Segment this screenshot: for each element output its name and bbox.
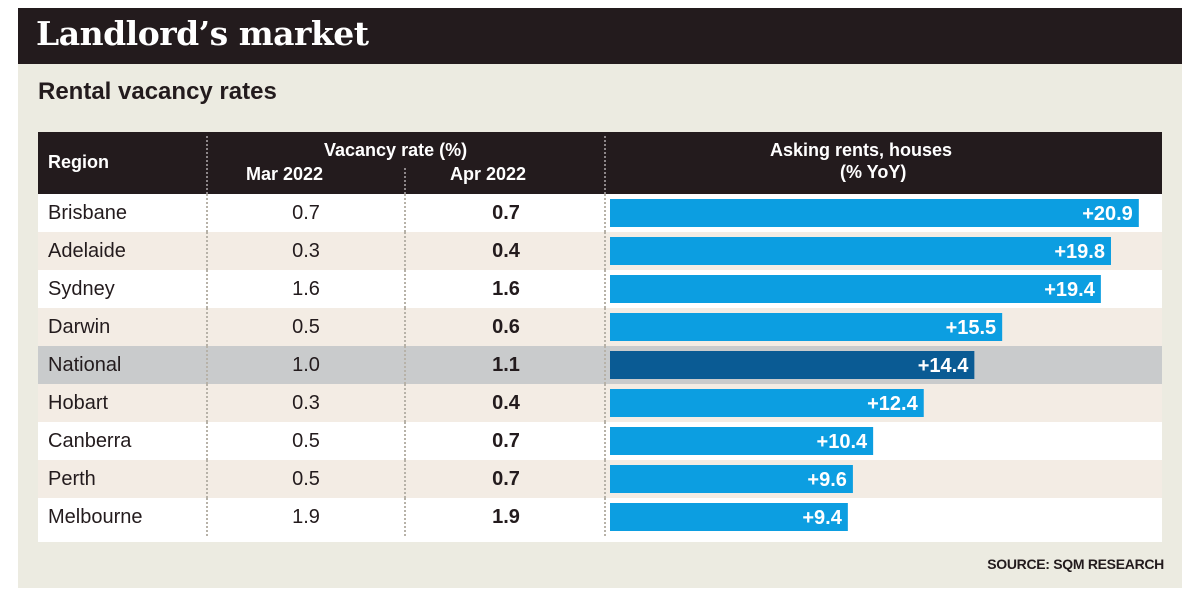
chart-title: Landlord’s market <box>36 14 369 53</box>
apr-2022-cell: 1.1 <box>492 354 520 376</box>
header-vacancy-rate: Vacancy rate (%) <box>324 140 468 160</box>
apr-2022-cell: 0.7 <box>492 468 520 490</box>
rent-bar-national <box>610 351 975 379</box>
column-divider <box>604 460 606 498</box>
rent-bar-brisbane <box>610 199 1139 227</box>
mar-2022-cell: 0.3 <box>292 240 320 262</box>
region-cell: Adelaide <box>48 240 126 262</box>
column-divider <box>404 308 406 346</box>
rent-bar-melbourne <box>610 503 848 531</box>
rent-bar-label: +19.8 <box>1054 241 1105 263</box>
mar-2022-cell: 0.5 <box>292 316 320 338</box>
header-apr-2022: Apr 2022 <box>450 164 527 184</box>
apr-2022-cell: 0.6 <box>492 316 520 338</box>
rent-bar-label: +14.4 <box>918 355 969 377</box>
column-divider <box>404 384 406 422</box>
rent-bar-label: +20.9 <box>1082 203 1133 225</box>
header-asking-rents-unit: (% YoY) <box>840 162 907 182</box>
column-divider <box>604 346 606 384</box>
table-row: Brisbane 0.7 0.7 <box>38 194 1162 232</box>
apr-2022-cell: 0.7 <box>492 430 520 452</box>
source-note: SOURCE: SQM RESEARCH <box>987 556 1164 572</box>
region-cell: Darwin <box>48 316 111 338</box>
rent-bars-chart: +20.9 +19.8 +19.4 +15.5 +14.4+12.4 +10.4 +9.6 +… <box>610 199 1139 531</box>
mar-2022-cell: 1.6 <box>292 278 320 300</box>
apr-2022-cell: 0.4 <box>492 240 520 262</box>
table-row: National 1.0 1.1 <box>38 346 1162 384</box>
mar-2022-cell: 0.5 <box>292 430 320 452</box>
column-divider <box>206 384 208 422</box>
rent-bar-darwin <box>610 313 1003 341</box>
title-bar: Landlord’s market <box>18 8 1182 64</box>
column-divider <box>404 346 406 384</box>
rent-bar-label: +9.4 <box>802 507 842 529</box>
header-divider <box>206 136 208 194</box>
rent-bar-label: +12.4 <box>867 393 918 415</box>
region-cell: Perth <box>48 468 96 490</box>
infographic-panel: Landlord’s market Rental vacancy rates R… <box>18 8 1182 588</box>
mar-2022-cell: 0.7 <box>292 202 320 224</box>
region-cell: National <box>48 354 122 376</box>
column-divider <box>604 498 606 536</box>
column-divider <box>604 194 606 232</box>
column-divider <box>404 422 406 460</box>
rent-bar-label: +9.6 <box>807 469 846 491</box>
column-divider <box>206 232 208 270</box>
region-cell: Melbourne <box>48 506 143 528</box>
column-divider <box>404 194 406 232</box>
rent-bar-label: +10.4 <box>817 431 868 453</box>
header-divider <box>604 136 606 194</box>
table-row: Hobart 0.3 0.4 <box>38 384 1162 422</box>
rent-bar-sydney <box>610 275 1101 303</box>
column-divider <box>206 422 208 460</box>
region-cell: Brisbane <box>48 202 127 224</box>
column-divider <box>604 308 606 346</box>
chart-subtitle: Rental vacancy rates <box>38 78 277 105</box>
rent-bar-adelaide <box>610 237 1111 265</box>
apr-2022-cell: 0.7 <box>492 202 520 224</box>
mar-2022-cell: 1.9 <box>292 506 320 528</box>
region-cell: Sydney <box>48 278 115 300</box>
table-row: Melbourne 1.9 1.9 <box>38 498 1162 536</box>
table-row: Canberra 0.5 0.7 <box>38 422 1162 460</box>
mar-2022-cell: 0.5 <box>292 468 320 490</box>
column-divider <box>206 308 208 346</box>
table-row: Perth 0.5 0.7 <box>38 460 1162 498</box>
data-table: Region Vacancy rate (%) Mar 2022 Apr 202… <box>38 132 1162 542</box>
rent-bar-canberra <box>610 427 874 455</box>
column-divider <box>604 384 606 422</box>
column-divider <box>206 498 208 536</box>
column-divider <box>404 460 406 498</box>
mar-2022-cell: 1.0 <box>292 354 320 376</box>
column-divider <box>604 422 606 460</box>
rent-bar-label: +15.5 <box>946 317 997 339</box>
column-divider <box>404 498 406 536</box>
column-divider <box>206 346 208 384</box>
header-mar-2022: Mar 2022 <box>246 164 324 184</box>
header-asking-rents: Asking rents, houses <box>770 140 953 160</box>
region-cell: Canberra <box>48 430 132 452</box>
header-divider <box>404 168 406 194</box>
rent-bar-perth <box>610 465 853 493</box>
column-divider <box>206 270 208 308</box>
apr-2022-cell: 1.9 <box>492 506 520 528</box>
mar-2022-cell: 0.3 <box>292 392 320 414</box>
rent-bar-label: +19.4 <box>1044 279 1095 301</box>
region-cell: Hobart <box>48 392 109 414</box>
column-divider <box>604 232 606 270</box>
rent-bar-hobart <box>610 389 924 417</box>
apr-2022-cell: 1.6 <box>492 278 520 300</box>
column-divider <box>206 194 208 232</box>
column-divider <box>604 270 606 308</box>
column-divider <box>206 460 208 498</box>
column-divider <box>404 270 406 308</box>
table-row: Sydney 1.6 1.6 <box>38 270 1162 308</box>
column-divider <box>404 232 406 270</box>
header-region: Region <box>48 152 109 172</box>
apr-2022-cell: 0.4 <box>492 392 520 414</box>
table-header: Region Vacancy rate (%) Mar 2022 Apr 202… <box>38 132 1162 194</box>
